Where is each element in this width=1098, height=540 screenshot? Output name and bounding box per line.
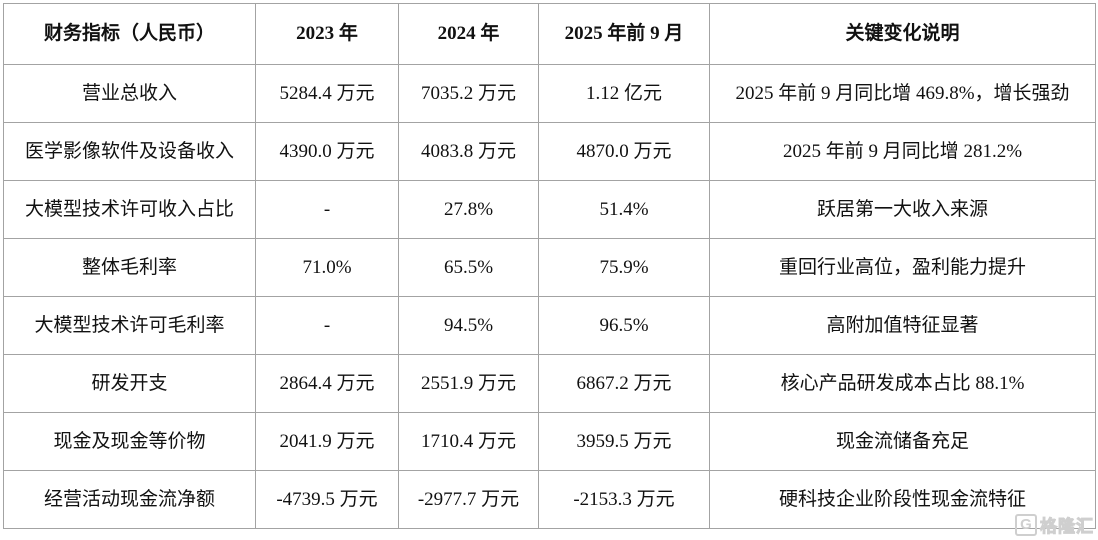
column-header-2023: 2023 年 [255, 3, 399, 65]
table-header-row: 财务指标（人民币） 2023 年 2024 年 2025 年前 9 月 关键变化… [3, 3, 1096, 65]
gelonghui-watermark-text: 格隆汇 [1040, 517, 1094, 537]
cell-2025: 1.12 亿元 [538, 64, 710, 123]
gelonghui-logo-icon: G [1015, 513, 1037, 536]
cell-2024: 94.5% [398, 296, 539, 355]
cell-indicator: 营业总收入 [3, 64, 256, 123]
column-header-2025: 2025 年前 9 月 [538, 3, 710, 65]
table-row: 研发开支 2864.4 万元 2551.9 万元 6867.2 万元 核心产品研… [3, 354, 1096, 413]
cell-note: 2025 年前 9 月同比增 469.8%，增长强劲 [709, 64, 1096, 123]
gelonghui-watermark: G 格隆汇 [1015, 512, 1094, 537]
cell-2025: 96.5% [538, 296, 710, 355]
column-header-note: 关键变化说明 [709, 3, 1096, 65]
cell-2024: -2977.7 万元 [398, 470, 539, 529]
cell-2024: 4083.8 万元 [398, 122, 539, 181]
cell-note: 硬科技企业阶段性现金流特征 [709, 470, 1096, 529]
cell-2025: 3959.5 万元 [538, 412, 710, 471]
financial-table: 财务指标（人民币） 2023 年 2024 年 2025 年前 9 月 关键变化… [3, 3, 1096, 529]
table-row: 大模型技术许可收入占比 - 27.8% 51.4% 跃居第一大收入来源 [3, 180, 1096, 239]
table-row: 大模型技术许可毛利率 - 94.5% 96.5% 高附加值特征显著 [3, 296, 1096, 355]
cell-2025: 4870.0 万元 [538, 122, 710, 181]
cell-2024: 65.5% [398, 238, 539, 297]
table-row: 现金及现金等价物 2041.9 万元 1710.4 万元 3959.5 万元 现… [3, 412, 1096, 471]
cell-indicator: 经营活动现金流净额 [3, 470, 256, 529]
cell-2023: 2041.9 万元 [255, 412, 399, 471]
cell-indicator: 大模型技术许可收入占比 [3, 180, 256, 239]
cell-2024: 1710.4 万元 [398, 412, 539, 471]
cell-2025: -2153.3 万元 [538, 470, 710, 529]
cell-indicator: 大模型技术许可毛利率 [3, 296, 256, 355]
cell-note: 高附加值特征显著 [709, 296, 1096, 355]
column-header-2024: 2024 年 [398, 3, 539, 65]
cell-2023: - [255, 296, 399, 355]
table-row: 营业总收入 5284.4 万元 7035.2 万元 1.12 亿元 2025 年… [3, 64, 1096, 123]
cell-note: 2025 年前 9 月同比增 281.2% [709, 122, 1096, 181]
cell-note: 现金流储备充足 [709, 412, 1096, 471]
cell-2025: 51.4% [538, 180, 710, 239]
cell-note: 跃居第一大收入来源 [709, 180, 1096, 239]
cell-note: 核心产品研发成本占比 88.1% [709, 354, 1096, 413]
cell-indicator: 医学影像软件及设备收入 [3, 122, 256, 181]
column-header-indicator: 财务指标（人民币） [3, 3, 256, 65]
cell-2025: 75.9% [538, 238, 710, 297]
cell-indicator: 现金及现金等价物 [3, 412, 256, 471]
cell-2024: 7035.2 万元 [398, 64, 539, 123]
table-row: 整体毛利率 71.0% 65.5% 75.9% 重回行业高位，盈利能力提升 [3, 238, 1096, 297]
cell-2023: -4739.5 万元 [255, 470, 399, 529]
cell-indicator: 研发开支 [3, 354, 256, 413]
cell-2024: 2551.9 万元 [398, 354, 539, 413]
cell-indicator: 整体毛利率 [3, 238, 256, 297]
cell-note: 重回行业高位，盈利能力提升 [709, 238, 1096, 297]
cell-2023: 4390.0 万元 [255, 122, 399, 181]
cell-2025: 6867.2 万元 [538, 354, 710, 413]
cell-2023: 71.0% [255, 238, 399, 297]
cell-2023: - [255, 180, 399, 239]
cell-2024: 27.8% [398, 180, 539, 239]
table-row: 医学影像软件及设备收入 4390.0 万元 4083.8 万元 4870.0 万… [3, 122, 1096, 181]
table-row: 经营活动现金流净额 -4739.5 万元 -2977.7 万元 -2153.3 … [3, 470, 1096, 529]
cell-2023: 2864.4 万元 [255, 354, 399, 413]
cell-2023: 5284.4 万元 [255, 64, 399, 123]
